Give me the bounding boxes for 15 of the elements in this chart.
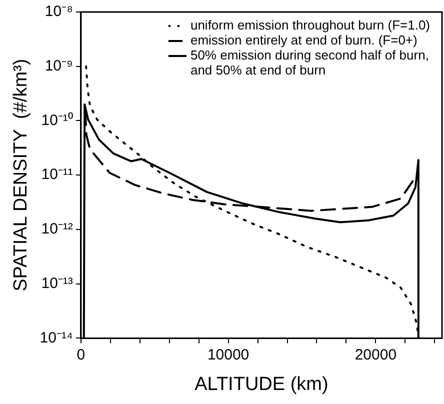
- y-tick-label: 10⁻⁸: [44, 3, 73, 20]
- x-axis-title: ALTITUDE (km): [194, 374, 328, 395]
- legend-label: emission entirely at end of burn. (F=0+): [190, 32, 418, 48]
- y-axis-title: SPATIAL DENSITY (#/km³): [10, 58, 32, 292]
- legend-label: 50% emission during second half of burn, and 50% at end of burn: [190, 48, 429, 78]
- y-tick-label: 10⁻¹³: [41, 274, 73, 292]
- y-tick-label: 10⁻¹⁰: [41, 112, 73, 129]
- y-tick-label: 10⁻¹⁴: [40, 329, 73, 346]
- x-tick-label: 10000: [207, 346, 250, 364]
- y-tick-label: 10⁻¹¹: [41, 166, 73, 184]
- x-tick-label: 0: [76, 346, 86, 364]
- x-tick-label: 20000: [354, 346, 397, 364]
- y-tick-label: 10⁻⁹: [44, 58, 73, 75]
- y-tick-label: 10⁻¹²: [41, 220, 73, 238]
- legend-label: uniform emission throughout burn (F=1.0): [190, 18, 430, 33]
